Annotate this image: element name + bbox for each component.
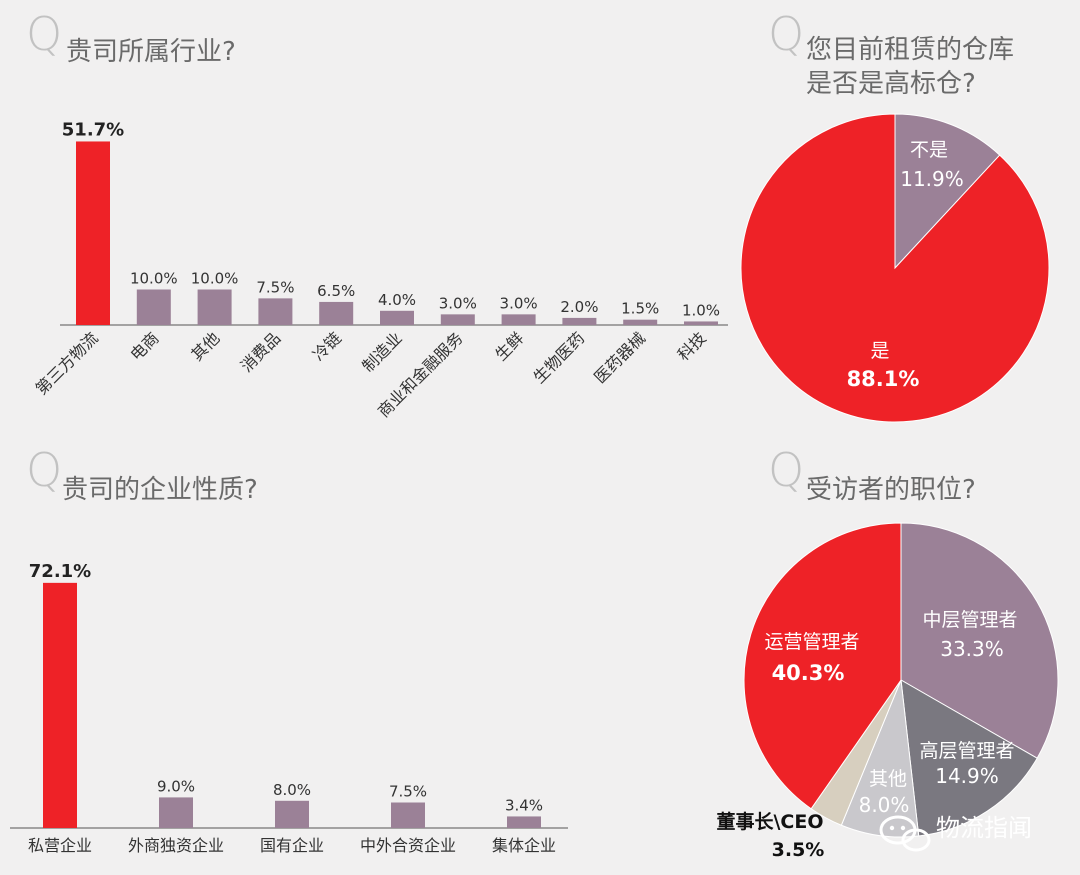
bar-10: [623, 319, 658, 325]
slice-label-other: 其他: [869, 768, 907, 790]
slice-value-senior-mgr: 14.9%: [935, 764, 999, 788]
warehouse-chart-title-line1: 您目前租赁的仓库: [806, 35, 1014, 65]
category-label-3: 其他: [187, 328, 223, 364]
warehouse-chart-title-line2: 是否是高标仓?: [806, 69, 976, 99]
slice-value-ops-mgr: 40.3%: [772, 661, 845, 685]
bar-value-label-1: 72.1%: [29, 561, 91, 582]
industry-panel: Q 贵司所属行业? 51.7% 第三方物流 10.0% 电商 10.0% 其他 7.5% 消费…: [26, 7, 728, 421]
enterprise-bars: 72.1% 私营企业 9.0% 外商独资企业 8.0% 国有企业 7.5% 中外合资企业 3.4…: [28, 561, 556, 855]
wechat-icon: [879, 815, 931, 852]
bar-2: [159, 797, 193, 828]
bar-value-label-3: 10.0%: [191, 270, 239, 288]
warehouse-pie: [740, 113, 1050, 423]
slice-label-chairman: 董事长\CEO: [716, 810, 823, 833]
bar-value-label-5: 3.4%: [505, 796, 543, 814]
bar-value-label-4: 7.5%: [256, 278, 294, 296]
bar-4: [391, 802, 425, 828]
bar-1: [43, 582, 77, 828]
category-label-4: 消费品: [237, 328, 284, 375]
pie-slice-1: [894, 113, 1001, 270]
category-label-5: 集体企业: [492, 836, 556, 855]
bar-9: [562, 317, 597, 325]
pie-slice-1: [900, 522, 1059, 759]
bar-value-label-5: 6.5%: [317, 282, 355, 300]
slice-label-ops-mgr: 运营管理者: [764, 631, 859, 653]
bar-value-label-9: 2.0%: [560, 298, 598, 316]
bar-value-label-6: 4.0%: [378, 291, 416, 309]
watermark-text: 物流指闻: [936, 814, 1032, 842]
slice-value-middle-mgr: 33.3%: [940, 637, 1004, 661]
category-label-4: 中外合资企业: [360, 836, 456, 855]
category-label-1: 第三方物流: [32, 328, 102, 398]
bar-11: [684, 321, 718, 325]
bar-4: [258, 298, 293, 325]
warehouse-panel: Q 您目前租赁的仓库 是否是高标仓? 不是 11.9% 是 88.1%: [740, 7, 1050, 423]
bar-8: [501, 314, 536, 325]
q-mark-position: Q: [768, 443, 804, 497]
q-mark-warehouse: Q: [768, 7, 804, 61]
category-label-2: 电商: [127, 328, 163, 364]
bar-value-label-7: 3.0%: [439, 294, 477, 312]
bar-value-label-8: 3.0%: [500, 294, 538, 312]
position-panel: Q 受访者的职位? 中层管理者 33.3% 高层管理者 14.9% 其他 8.0…: [716, 443, 1059, 861]
watermark: 物流指闻: [879, 814, 1032, 852]
bar-3: [197, 289, 232, 325]
category-label-11: 科技: [674, 328, 710, 364]
slice-label-senior-mgr: 高层管理者: [919, 740, 1014, 762]
bar-value-label-2: 9.0%: [157, 777, 195, 795]
pie-slice-2: [900, 679, 1038, 837]
industry-bars: 51.7% 第三方物流 10.0% 电商 10.0% 其他 7.5% 消费品 6.5% 冷链 4.0…: [32, 119, 720, 421]
slice-label-high: 是: [870, 340, 889, 362]
category-label-9: 生物医药: [530, 328, 589, 387]
pie-slice-5: [743, 522, 902, 810]
q-mark-industry: Q: [26, 7, 62, 61]
bar-value-label-10: 1.5%: [621, 300, 659, 318]
enterprise-panel: Q 贵司的企业性质? 72.1% 私营企业 9.0% 外商独资企业 8.0% 国有企业 7.…: [10, 443, 568, 855]
q-mark-enterprise: Q: [26, 443, 62, 497]
industry-chart-title: 贵司所属行业?: [66, 37, 236, 67]
category-label-8: 生鲜: [491, 328, 527, 364]
bar-3: [275, 800, 309, 828]
bar-7: [440, 314, 475, 325]
bar-value-label-2: 10.0%: [130, 270, 178, 288]
category-label-5: 冷链: [309, 328, 345, 364]
bar-5: [319, 301, 354, 325]
slice-value-chairman: 3.5%: [772, 839, 825, 861]
category-label-10: 医药器械: [590, 328, 649, 387]
enterprise-chart-title: 贵司的企业性质?: [62, 475, 258, 505]
category-label-1: 私营企业: [28, 836, 92, 855]
bar-2: [136, 289, 171, 325]
bar-value-label-4: 7.5%: [389, 783, 427, 801]
slice-value-high: 88.1%: [847, 367, 920, 391]
bar-1: [76, 141, 110, 325]
slice-value-not-high: 11.9%: [900, 167, 964, 191]
category-label-6: 制造业: [358, 328, 405, 375]
slice-value-other: 8.0%: [859, 793, 910, 817]
category-label-2: 外商独资企业: [128, 836, 224, 855]
bar-value-label-11: 1.0%: [682, 301, 720, 319]
bar-value-label-3: 8.0%: [273, 781, 311, 799]
bar-6: [380, 310, 414, 325]
position-chart-title: 受访者的职位?: [806, 475, 976, 505]
position-pie: [743, 522, 1059, 838]
category-label-3: 国有企业: [260, 836, 324, 855]
pie-slice-2: [740, 113, 1050, 423]
bar-value-label-1: 51.7%: [62, 119, 124, 140]
slice-label-not-high: 不是: [910, 139, 948, 161]
bar-5: [507, 816, 541, 828]
slice-label-middle-mgr: 中层管理者: [922, 609, 1017, 631]
